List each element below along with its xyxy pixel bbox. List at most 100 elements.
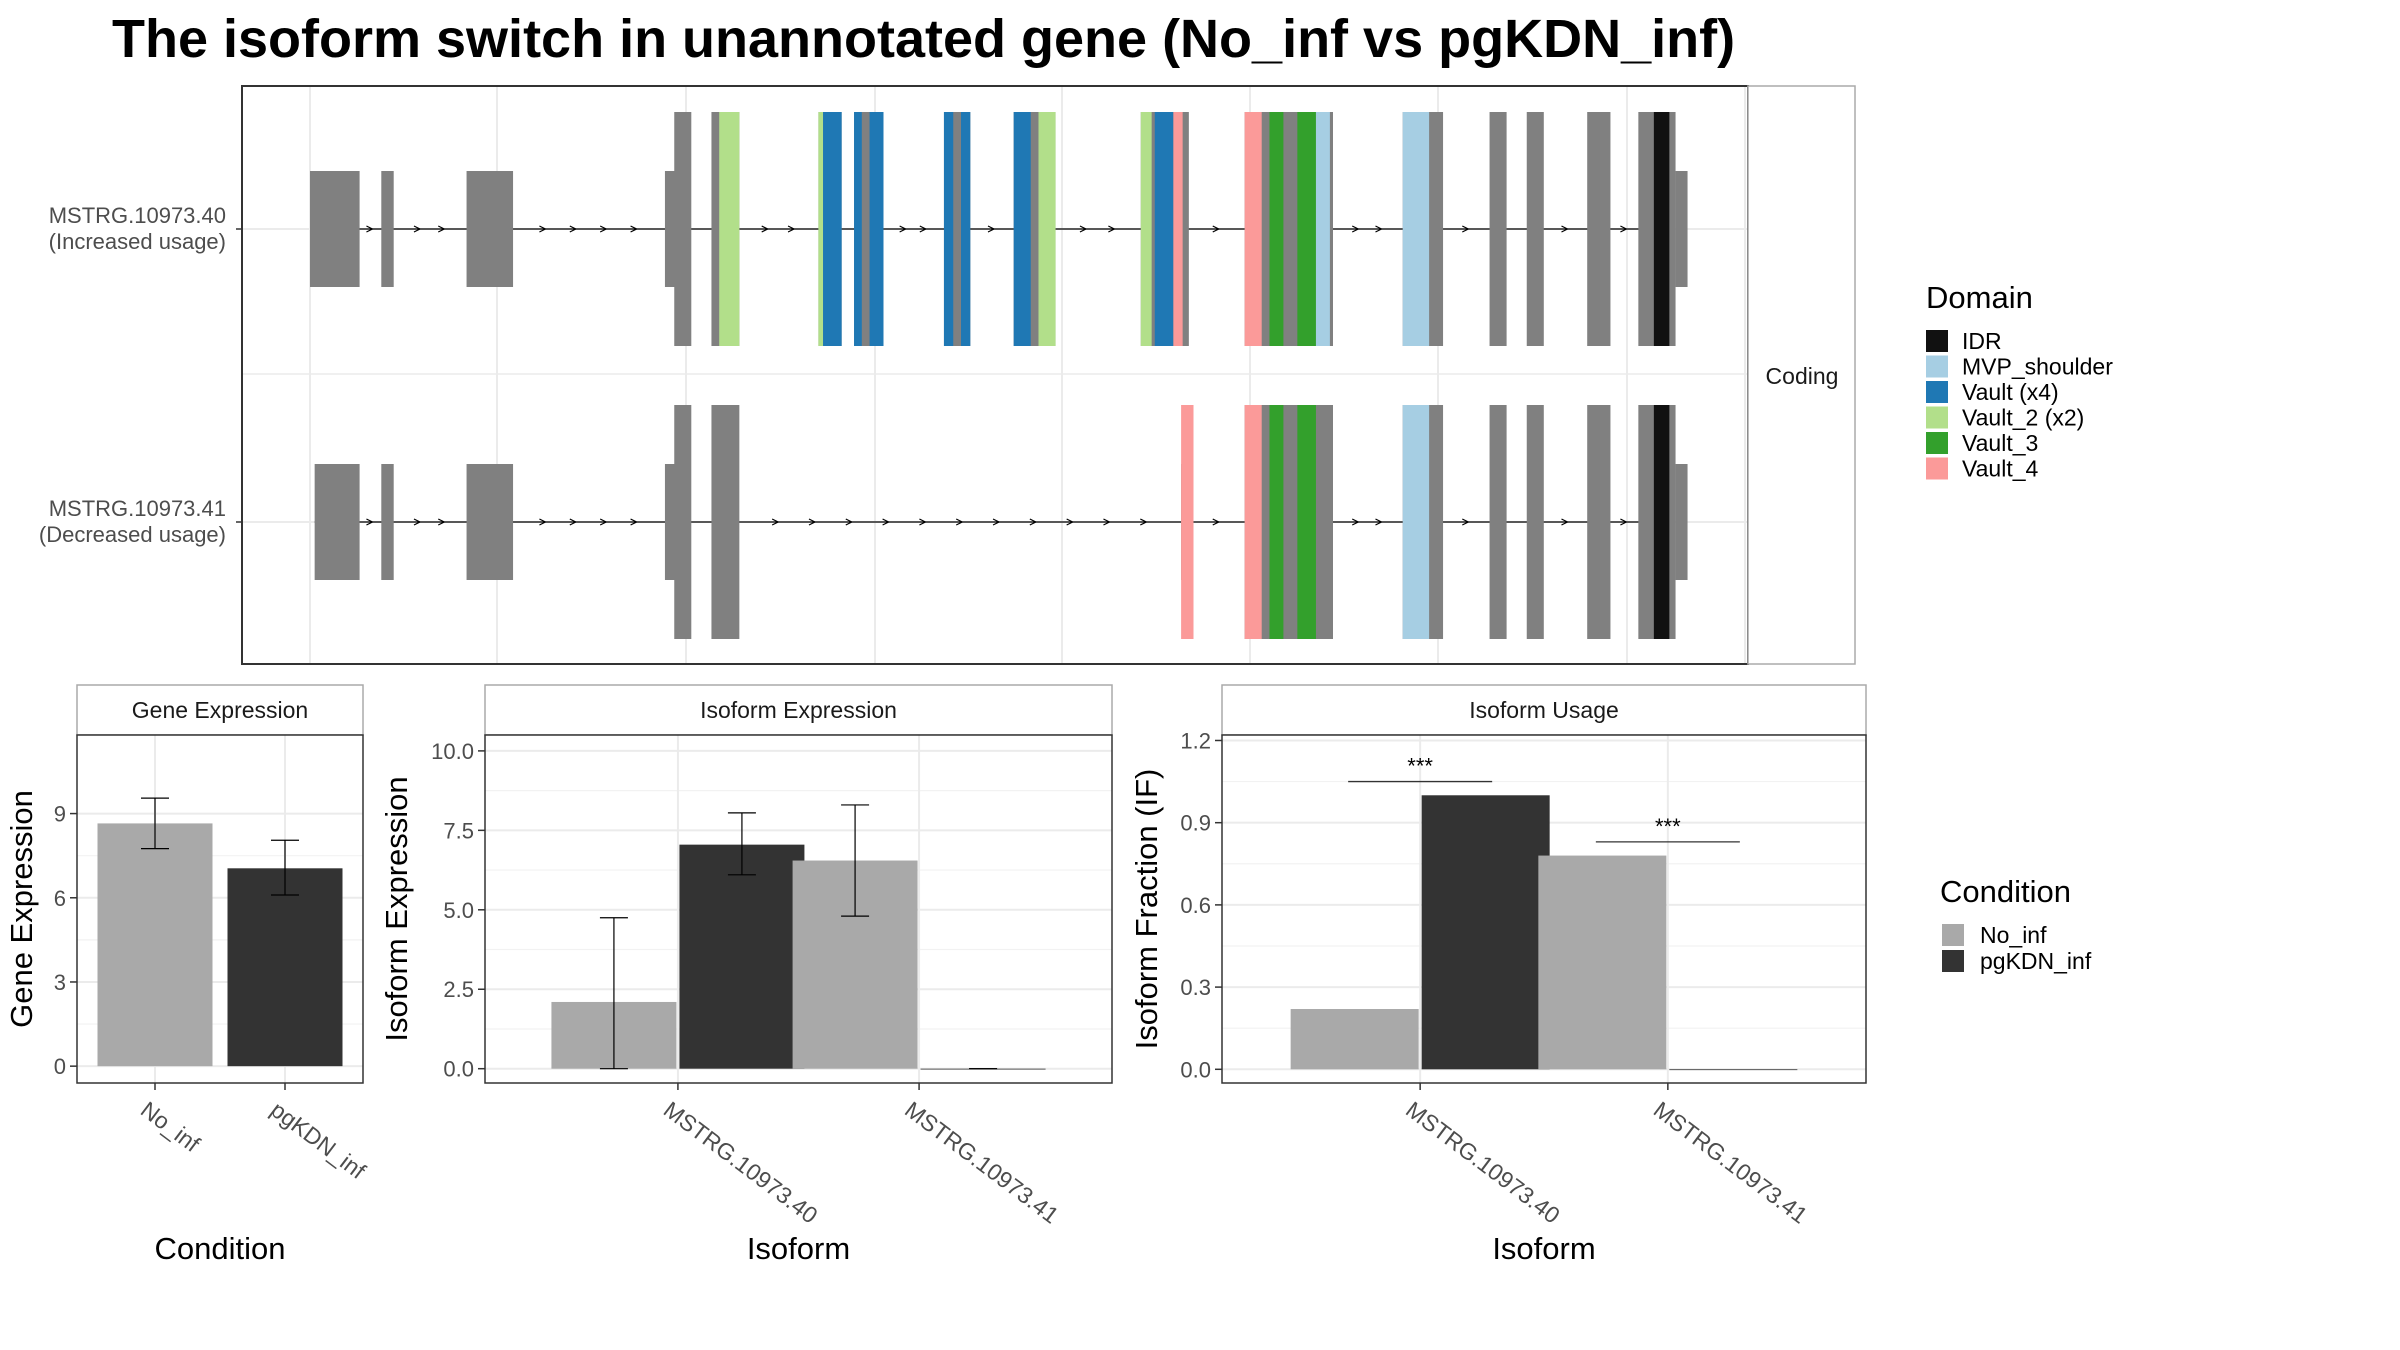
isoform-expression-panel: Isoform Expression MSTRG.10973.40 MSTRG.10… (379, 684, 1113, 1266)
facet-strip (1747, 85, 1856, 665)
intron-arrow (1375, 518, 1383, 526)
gene-expression-panel: Gene Expression No_inf pgKDN_inf 0 3 6 9 Condit… (4, 684, 371, 1266)
domain-segment (1013, 112, 1031, 346)
intron-arrow (366, 518, 374, 526)
intron-arrow (413, 225, 422, 233)
y-axis-title: Isoform Fraction (IF) (1129, 769, 1164, 1050)
intron-arrow (1462, 518, 1470, 526)
legend-label: MVP_shoulder (1962, 354, 2113, 380)
transcript-1 (310, 112, 1688, 346)
domain-segment (1297, 112, 1316, 346)
panel-strip (76, 684, 364, 736)
facet-strip-label: Coding (1766, 363, 1839, 389)
legend-key-vault-x4- (1926, 381, 1948, 403)
domain-segment (719, 112, 740, 346)
intron-arrow (1108, 225, 1116, 233)
utr-exon (314, 464, 360, 580)
utr-exon (664, 464, 676, 580)
intron-arrow (882, 518, 890, 526)
domain-segment (1038, 112, 1056, 346)
intron-arrow (1212, 518, 1221, 526)
intron-arrow (987, 225, 996, 233)
utr-exon (664, 171, 676, 287)
legend-label: Vault_4 (1962, 456, 2039, 482)
legend-key-vault-2-x2- (1926, 406, 1948, 429)
bar (679, 844, 805, 1069)
legend-key-pgkdn-inf (1942, 950, 1964, 972)
legend-key-mvp-shoulder (1926, 355, 1948, 378)
intron-arrow (845, 518, 854, 526)
y-tick-label: 2.5 (443, 977, 474, 1002)
domain-segment (1181, 405, 1194, 639)
domain-segment (854, 112, 862, 346)
intron-arrow (761, 225, 770, 233)
y-axis-title: Gene Expression (4, 790, 39, 1028)
domain-segment (1269, 405, 1284, 639)
bar (1421, 795, 1550, 1070)
domain-segment (1140, 112, 1152, 346)
intron-arrow (630, 518, 638, 526)
coding-exon (674, 405, 692, 639)
utr-exon (466, 171, 514, 287)
intron-arrow (437, 225, 446, 233)
intron-arrow (1351, 225, 1360, 233)
coding-exon (1587, 112, 1611, 346)
gene-structure-panel: MSTRG.10973.40(Increased usage) MSTRG.109… (39, 85, 1856, 665)
y-tick-label: 0.9 (1180, 811, 1211, 836)
legend-label: Vault_3 (1962, 430, 2038, 456)
domain-segment (943, 112, 954, 346)
y-tick-label: 0 (54, 1054, 66, 1079)
bar (1538, 855, 1667, 1070)
utr-exon (381, 464, 394, 580)
plot-border (76, 734, 364, 1084)
domain-segment (1269, 112, 1284, 346)
intron-arrow (1620, 225, 1628, 233)
intron-arrow (413, 518, 422, 526)
intron-arrow (992, 518, 1001, 526)
intron-arrow (366, 225, 374, 233)
y-tick-label: 0.0 (443, 1057, 474, 1082)
utr-exon-3prime (1675, 464, 1688, 580)
domain-segment (1653, 405, 1670, 639)
intron-arrow (539, 225, 547, 233)
plot-border (484, 734, 1113, 1084)
intron-arrow (1079, 225, 1088, 233)
transcript-label: MSTRG.10973.41 (49, 496, 226, 521)
figure-title: The isoform switch in unannotated gene (… (112, 9, 1735, 69)
intron-arrow (1029, 518, 1038, 526)
intron-arrow (1375, 225, 1383, 233)
intron-arrow (1103, 518, 1111, 526)
intron-arrow (899, 225, 907, 233)
intron-arrow (787, 225, 796, 233)
coding-exon (1489, 112, 1507, 346)
domain-segment (869, 112, 884, 346)
legend-key-vault-3 (1926, 432, 1948, 454)
y-tick-label: 10.0 (431, 739, 474, 764)
significance-label: *** (1655, 814, 1681, 839)
domain-segment (1154, 112, 1174, 346)
panel-title: Isoform Expression (700, 697, 897, 723)
transcript-2 (314, 405, 1688, 639)
intron-arrow (1066, 518, 1075, 526)
intron-arrow (1462, 225, 1470, 233)
legend-label: Vault (x4) (1962, 379, 2059, 405)
transcript-usage-label: (Increased usage) (49, 229, 226, 254)
domain-legend-title: Domain (1926, 280, 2033, 315)
intron-arrow (1351, 518, 1360, 526)
bar (1669, 1069, 1798, 1071)
panel-title: Gene Expression (132, 697, 308, 723)
y-tick-label: 5.0 (443, 898, 474, 923)
x-tick-label: MSTRG.10973.41 (900, 1096, 1064, 1228)
legend-label: No_inf (1980, 922, 2047, 948)
intron-arrow (539, 518, 547, 526)
domain-segment (1244, 112, 1262, 346)
x-tick-label: No_inf (136, 1096, 205, 1157)
x-tick-label: MSTRG.10973.41 (1649, 1096, 1813, 1228)
domain-segment (1653, 112, 1670, 346)
legend-label: IDR (1962, 328, 2002, 354)
intron-arrow (569, 518, 578, 526)
coding-exon (1526, 112, 1544, 346)
domain-segment (1402, 112, 1430, 346)
coding-exon (1489, 405, 1507, 639)
